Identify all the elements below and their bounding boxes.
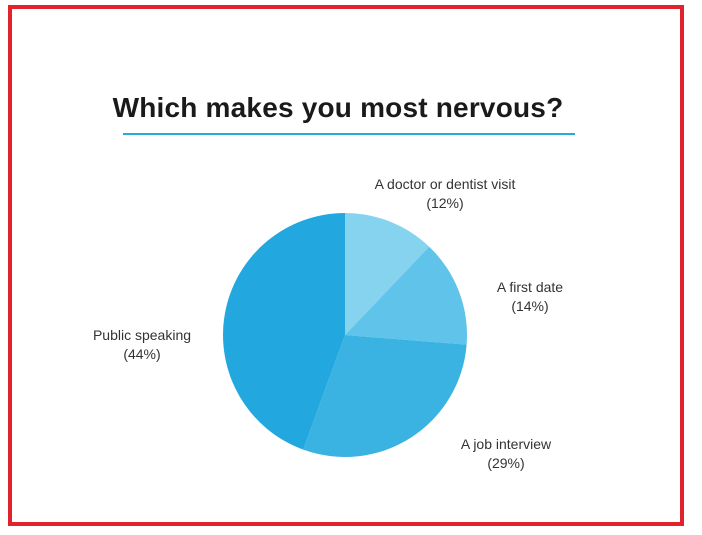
slice-label-first-date: A first date (14%): [470, 278, 590, 316]
slice-label-first-date-value: (14%): [511, 298, 549, 314]
slice-label-job-interview-name: A job interview: [460, 436, 552, 452]
slice-label-doctor-name: A doctor or dentist visit: [374, 176, 516, 192]
slice-label-doctor: A doctor or dentist visit (12%): [345, 175, 545, 213]
slice-label-public-speaking-name: Public speaking: [92, 327, 192, 343]
slice-label-job-interview: A job interview (29%): [436, 435, 576, 473]
slice-label-first-date-name: A first date: [496, 279, 564, 295]
pie-slice-job-interview: [303, 335, 467, 458]
slice-label-job-interview-value: (29%): [487, 455, 525, 471]
pie-slice-doctor: [345, 213, 430, 335]
slice-label-public-speaking-value: (44%): [123, 346, 161, 362]
title-underline: [123, 133, 575, 135]
pie-slice-first-date: [345, 246, 468, 345]
slice-label-public-speaking: Public speaking (44%): [72, 326, 212, 364]
chart-title: Which makes you most nervous?: [112, 92, 564, 123]
slice-label-doctor-value: (12%): [426, 195, 464, 211]
pie-slice-public-speaking: [223, 213, 345, 450]
